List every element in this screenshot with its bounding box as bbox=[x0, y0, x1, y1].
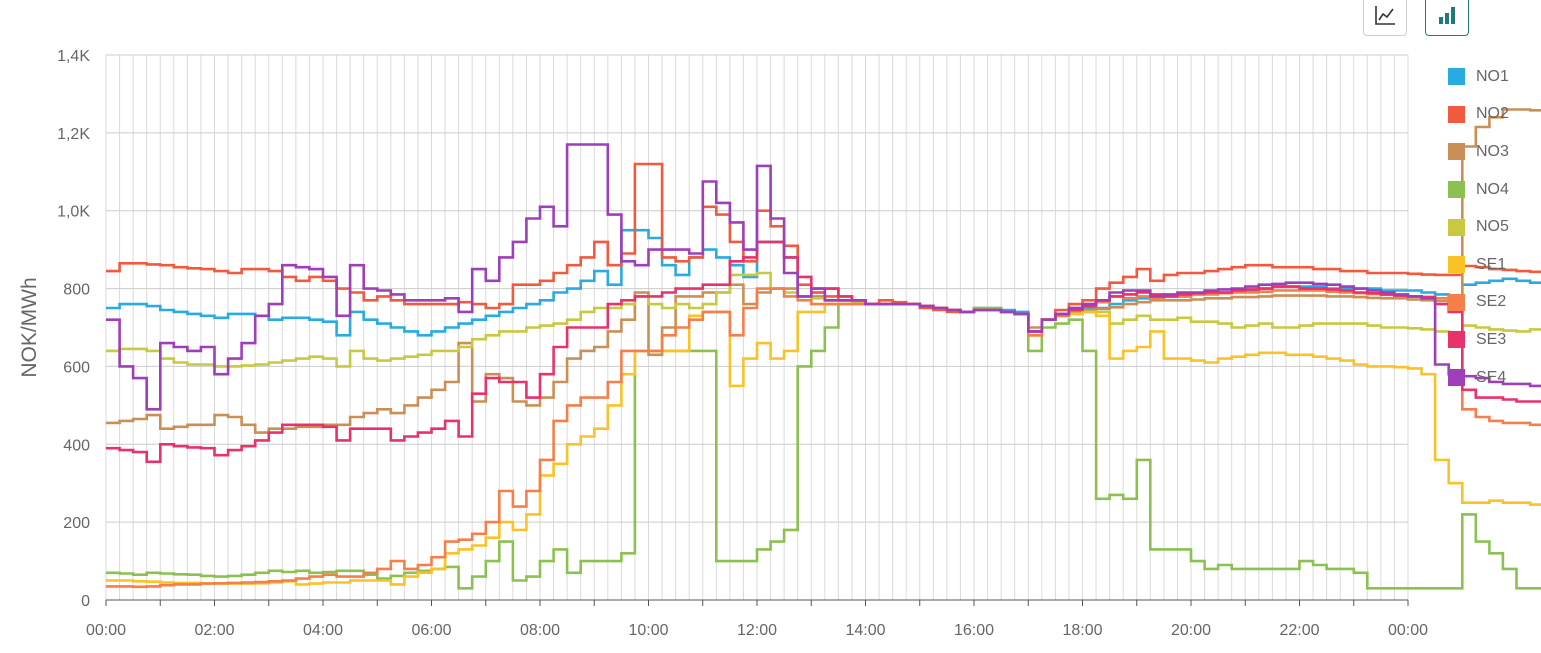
legend-swatch bbox=[1448, 218, 1465, 236]
series-line-se4[interactable] bbox=[106, 143, 1541, 443]
legend-item-no4[interactable]: NO4 bbox=[1448, 171, 1509, 209]
legend-swatch bbox=[1448, 105, 1465, 123]
y-tick-label: 1,0K bbox=[57, 204, 90, 221]
legend-label: NO5 bbox=[1476, 218, 1509, 236]
y-axis-title: NOK/MWh bbox=[18, 277, 41, 377]
x-tick-label: 04:00 bbox=[303, 622, 343, 639]
x-tick-label: 00:00 bbox=[86, 622, 126, 639]
legend-item-se2[interactable]: SE2 bbox=[1448, 284, 1509, 322]
x-tick-label: 08:00 bbox=[520, 622, 560, 639]
series-line-no3[interactable] bbox=[106, 108, 1541, 434]
y-tick-label: 600 bbox=[63, 359, 90, 376]
line-chart-icon bbox=[1375, 6, 1395, 25]
x-tick-label: 00:00 bbox=[1388, 622, 1428, 639]
legend-item-se4[interactable]: SE4 bbox=[1448, 359, 1509, 397]
y-tick-label: 400 bbox=[63, 437, 90, 454]
legend: NO1 NO2 NO3 NO4 NO5 SE1 SE2 SE3 SE4 bbox=[1448, 58, 1509, 396]
y-tick-label: 0 bbox=[81, 593, 90, 610]
series-line-no4[interactable] bbox=[106, 302, 1541, 592]
legend-item-no5[interactable]: NO5 bbox=[1448, 208, 1509, 246]
x-tick-label: 20:00 bbox=[1171, 622, 1211, 639]
y-tick-label: 1,4K bbox=[57, 48, 90, 65]
legend-swatch bbox=[1448, 143, 1465, 161]
x-tick-label: 14:00 bbox=[845, 622, 885, 639]
legend-label: SE1 bbox=[1476, 255, 1507, 273]
legend-item-se3[interactable]: SE3 bbox=[1448, 321, 1509, 359]
x-tick-label: 02:00 bbox=[194, 622, 234, 639]
legend-label: NO4 bbox=[1476, 180, 1509, 198]
legend-label: NO1 bbox=[1476, 67, 1509, 85]
legend-item-no2[interactable]: NO2 bbox=[1448, 96, 1509, 134]
legend-swatch bbox=[1448, 181, 1465, 199]
x-tick-label: 06:00 bbox=[411, 622, 451, 639]
legend-label: NO3 bbox=[1476, 142, 1509, 160]
legend-swatch bbox=[1448, 331, 1465, 349]
legend-swatch bbox=[1448, 369, 1465, 387]
legend-label: SE3 bbox=[1476, 330, 1507, 348]
legend-item-no1[interactable]: NO1 bbox=[1448, 58, 1509, 96]
line-chart-toggle[interactable] bbox=[1363, 0, 1407, 36]
legend-swatch bbox=[1448, 68, 1465, 86]
x-tick-label: 18:00 bbox=[1062, 622, 1102, 639]
bar-chart-icon bbox=[1439, 7, 1455, 24]
x-tick-label: 10:00 bbox=[628, 622, 668, 639]
y-tick-label: 1,2K bbox=[57, 126, 90, 143]
legend-label: NO2 bbox=[1476, 105, 1509, 123]
x-tick-label: 12:00 bbox=[737, 622, 777, 639]
y-tick-label: 800 bbox=[63, 282, 90, 299]
legend-item-se1[interactable]: SE1 bbox=[1448, 246, 1509, 284]
legend-swatch bbox=[1448, 293, 1465, 311]
x-tick-label: 16:00 bbox=[954, 622, 994, 639]
legend-label: SE4 bbox=[1476, 368, 1507, 386]
legend-swatch bbox=[1448, 256, 1465, 274]
y-tick-label: 200 bbox=[63, 515, 90, 532]
x-tick-label: 22:00 bbox=[1279, 622, 1319, 639]
series-line-no2[interactable] bbox=[106, 162, 1541, 366]
legend-item-no3[interactable]: NO3 bbox=[1448, 133, 1509, 171]
bar-chart-toggle[interactable] bbox=[1425, 0, 1469, 36]
legend-label: SE2 bbox=[1476, 293, 1507, 311]
